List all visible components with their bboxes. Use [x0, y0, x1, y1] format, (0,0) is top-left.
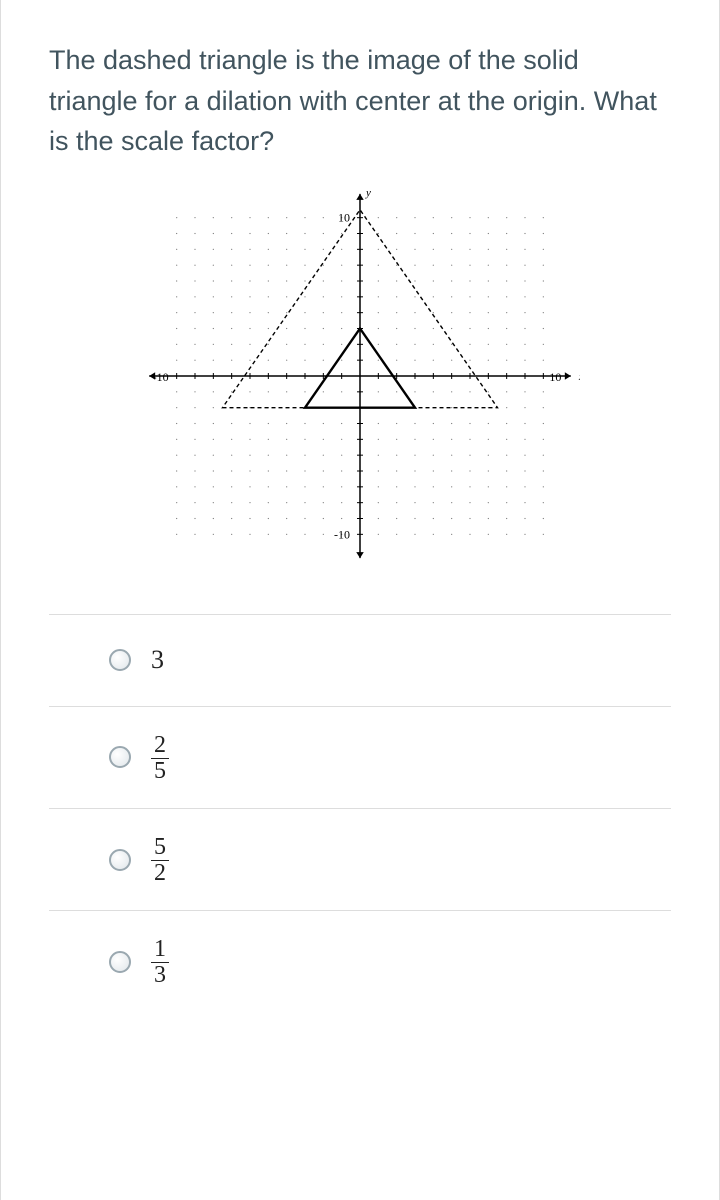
- option-label: 1 3: [151, 935, 169, 988]
- radio-icon: [109, 849, 131, 871]
- option-label: 5 2: [151, 833, 169, 886]
- svg-text:x: x: [578, 371, 580, 383]
- graph-container: 10 -10 10 -10 x y: [49, 186, 671, 566]
- radio-icon: [109, 951, 131, 973]
- radio-icon: [109, 746, 131, 768]
- answer-options: 3 2 5 5 2 1 3: [49, 614, 671, 1013]
- option-row[interactable]: 1 3: [49, 911, 671, 1012]
- option-row[interactable]: 5 2: [49, 809, 671, 911]
- radio-icon: [109, 649, 131, 671]
- fraction-numerator: 5: [151, 835, 169, 861]
- svg-text:10: 10: [549, 370, 561, 384]
- fraction: 5 2: [151, 835, 169, 886]
- fraction: 2 5: [151, 733, 169, 784]
- option-row[interactable]: 2 5: [49, 707, 671, 809]
- option-label: 2 5: [151, 731, 169, 784]
- svg-text:-10: -10: [153, 370, 169, 384]
- question-text: The dashed triangle is the image of the …: [49, 40, 671, 162]
- svg-text:10: 10: [338, 210, 350, 224]
- fraction-denominator: 5: [151, 759, 169, 784]
- fraction-numerator: 1: [151, 937, 169, 963]
- svg-text:-10: -10: [334, 527, 350, 541]
- fraction: 1 3: [151, 937, 169, 988]
- coordinate-graph: 10 -10 10 -10 x y: [140, 186, 580, 566]
- option-label: 3: [151, 647, 164, 673]
- fraction-denominator: 2: [151, 861, 169, 886]
- fraction-numerator: 2: [151, 733, 169, 759]
- option-row[interactable]: 3: [49, 615, 671, 707]
- fraction-denominator: 3: [151, 963, 169, 988]
- svg-text:y: y: [365, 186, 371, 198]
